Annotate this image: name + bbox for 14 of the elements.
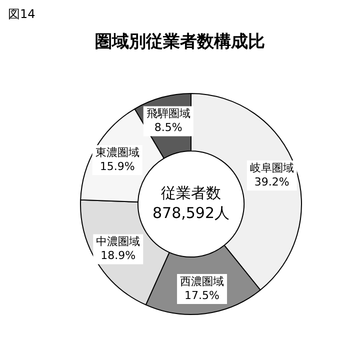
slice-label: 中濃圏域 [96,235,140,248]
data-label: 15.9% [100,160,135,173]
data-label: 8.5% [154,121,182,134]
data-label: 39.2% [254,175,290,188]
text: 878,592人 [152,204,230,222]
slice-label: 飛騨圏域 [146,107,190,120]
slice-label: 岐阜圏域 [250,161,294,174]
slice-label: 東濃圏域 [95,146,140,159]
slice-label: 西濃圏域 [180,274,224,288]
data-label: 18.9% [100,249,136,262]
caption: 図14 [8,6,36,23]
chart-title: 圏域別従業者数構成比 [94,31,266,53]
data-label: 17.5% [184,288,220,302]
text: 従業者数 [161,184,221,202]
